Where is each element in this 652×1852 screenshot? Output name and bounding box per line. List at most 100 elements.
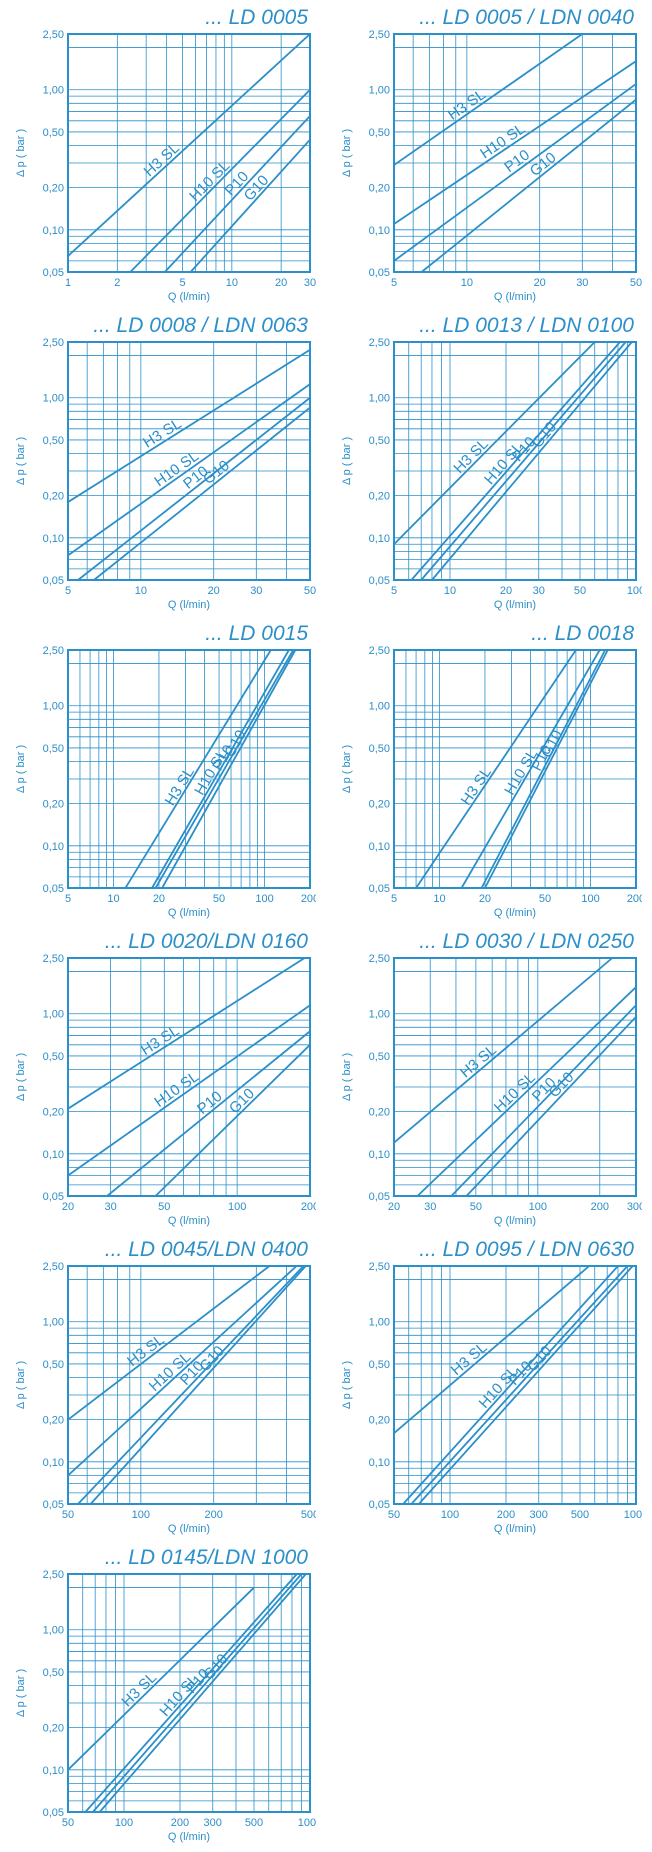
chart-title: ... LD 0015 bbox=[205, 622, 308, 645]
series-label: P10 bbox=[194, 1088, 225, 1118]
series-line bbox=[460, 649, 601, 889]
y-tick-label: 0,20 bbox=[43, 1415, 64, 1427]
y-axis-label: Δ p ( bar ) bbox=[15, 1053, 27, 1101]
x-tick-label: 50 bbox=[304, 585, 316, 597]
x-tick-label: 10 bbox=[433, 893, 445, 905]
x-tick-label: 1 bbox=[65, 277, 71, 289]
y-tick-label: 0,20 bbox=[369, 183, 390, 195]
y-tick-label: 0,50 bbox=[369, 1359, 390, 1371]
x-tick-label: 1000 bbox=[624, 1509, 642, 1521]
x-tick-label: 50 bbox=[470, 1201, 482, 1213]
series-label: H3 SL bbox=[118, 1669, 160, 1710]
x-tick-label: 50 bbox=[388, 1509, 400, 1521]
y-axis-label: Δ p ( bar ) bbox=[341, 1053, 353, 1101]
y-tick-label: 2,50 bbox=[369, 29, 390, 41]
y-axis-label: Δ p ( bar ) bbox=[341, 129, 353, 177]
y-tick-label: 0,10 bbox=[43, 225, 64, 237]
plot-frame bbox=[67, 341, 311, 581]
chart-4: ... LD 0013 / LDN 0100 0,05 0,10 0,20 0,50 1,… bbox=[336, 308, 652, 616]
series-line bbox=[393, 341, 596, 545]
x-tick-label: 200 bbox=[171, 1817, 189, 1829]
plot-frame bbox=[393, 649, 637, 889]
series-line bbox=[89, 1265, 307, 1505]
x-tick-label: 100 bbox=[255, 893, 273, 905]
x-tick-label: 20 bbox=[208, 585, 220, 597]
y-tick-label: 0,50 bbox=[369, 743, 390, 755]
chart-svg: ... LD 0015 0,05 0,10 0,20 0,50 1,00 2,50 5 10 20… bbox=[15, 622, 316, 919]
y-tick-label: 1,00 bbox=[43, 1625, 64, 1637]
series-line bbox=[164, 115, 311, 273]
x-tick-label: 5 bbox=[391, 277, 397, 289]
chart-11: ... LD 0145/LDN 1000 0,05 0,10 0,20 0,50 1,00… bbox=[10, 1540, 336, 1848]
x-tick-label: 50 bbox=[158, 1201, 170, 1213]
series-line bbox=[154, 649, 295, 889]
series-line bbox=[410, 1265, 629, 1505]
plot-frame bbox=[393, 33, 637, 273]
x-tick-label: 10 bbox=[226, 277, 238, 289]
y-tick-label: 0,20 bbox=[369, 1415, 390, 1427]
series-label: H3 SL bbox=[448, 1339, 491, 1379]
y-tick-label: 0,10 bbox=[43, 1149, 64, 1161]
series-label: P10 bbox=[501, 146, 533, 175]
y-tick-label: 1,00 bbox=[369, 1009, 390, 1021]
y-tick-label: 0,10 bbox=[369, 841, 390, 853]
series-line bbox=[418, 1265, 634, 1505]
y-tick-label: 0,50 bbox=[43, 435, 64, 447]
y-tick-label: 1,00 bbox=[43, 1009, 64, 1021]
y-tick-label: 0,10 bbox=[43, 841, 64, 853]
x-tick-label: 2 bbox=[114, 277, 120, 289]
x-tick-label: 300 bbox=[204, 1817, 222, 1829]
series-line bbox=[402, 1265, 619, 1505]
series-line bbox=[67, 1004, 311, 1177]
series-label: G10 bbox=[527, 149, 560, 180]
chart-svg: ... LD 0045/LDN 0400 0,05 0,10 0,20 0,50 1,00… bbox=[15, 1238, 316, 1535]
y-tick-label: 0,05 bbox=[369, 1191, 390, 1203]
x-tick-label: 200 bbox=[497, 1509, 515, 1521]
chart-title: ... LD 0005 / LDN 0040 bbox=[419, 6, 634, 29]
chart-9: ... LD 0045/LDN 0400 0,05 0,10 0,20 0,50 1,00… bbox=[10, 1232, 336, 1540]
chart-3: ... LD 0008 / LDN 0063 0,05 0,10 0,20 0,50 1,… bbox=[10, 308, 336, 616]
y-tick-label: 1,00 bbox=[43, 701, 64, 713]
x-tick-label: 10 bbox=[107, 893, 119, 905]
series-line bbox=[450, 1004, 637, 1197]
chart-svg: ... LD 0013 / LDN 0100 0,05 0,10 0,20 0,50 1,… bbox=[341, 314, 642, 611]
x-tick-label: 200 bbox=[591, 1201, 609, 1213]
y-tick-label: 0,05 bbox=[43, 883, 64, 895]
x-tick-label: 20 bbox=[275, 277, 287, 289]
x-tick-label: 20 bbox=[153, 893, 165, 905]
x-axis-label: Q (l/min) bbox=[168, 1831, 210, 1843]
y-tick-label: 0,50 bbox=[369, 1051, 390, 1063]
grid bbox=[393, 958, 637, 1197]
y-tick-label: 1,00 bbox=[43, 393, 64, 405]
y-tick-label: 2,50 bbox=[43, 29, 64, 41]
y-tick-label: 0,50 bbox=[43, 1051, 64, 1063]
chart-2: ... LD 0005 / LDN 0040 0,05 0,10 0,20 0,50 1,… bbox=[336, 0, 652, 308]
y-tick-label: 0,50 bbox=[43, 127, 64, 139]
y-tick-label: 2,50 bbox=[43, 645, 64, 657]
x-axis-label: Q (l/min) bbox=[168, 599, 210, 611]
series-line bbox=[393, 957, 613, 1144]
chart-7: ... LD 0020/LDN 0160 0,05 0,10 0,20 0,50 1,00… bbox=[10, 924, 336, 1232]
series-line bbox=[67, 33, 311, 257]
x-tick-label: 100 bbox=[441, 1509, 459, 1521]
chart-svg: ... LD 0095 / LDN 0630 0,05 0,10 0,20 0,50 1,… bbox=[341, 1238, 642, 1535]
y-tick-label: 0,05 bbox=[43, 575, 64, 587]
y-tick-label: 0,20 bbox=[43, 1107, 64, 1119]
chart-1: ... LD 0005 0,05 0,10 0,20 0,50 1,00 2,50 1 2 5 10… bbox=[10, 0, 336, 308]
x-tick-label: 300 bbox=[627, 1201, 642, 1213]
x-axis-label: Q (l/min) bbox=[168, 1523, 210, 1535]
y-tick-label: 0,50 bbox=[43, 1667, 64, 1679]
y-tick-label: 0,20 bbox=[43, 1723, 64, 1735]
chart-10: ... LD 0095 / LDN 0630 0,05 0,10 0,20 0,50 1,… bbox=[336, 1232, 652, 1540]
y-tick-label: 0,20 bbox=[43, 183, 64, 195]
x-tick-label: 50 bbox=[213, 893, 225, 905]
chart-title: ... LD 0008 / LDN 0063 bbox=[93, 314, 308, 337]
y-tick-label: 1,00 bbox=[369, 85, 390, 97]
x-tick-label: 200 bbox=[205, 1509, 223, 1521]
series-line bbox=[98, 1573, 307, 1813]
y-tick-label: 0,10 bbox=[369, 1149, 390, 1161]
series-label: H3 SL bbox=[458, 764, 495, 808]
series-line bbox=[124, 649, 272, 889]
series-line bbox=[151, 649, 290, 889]
